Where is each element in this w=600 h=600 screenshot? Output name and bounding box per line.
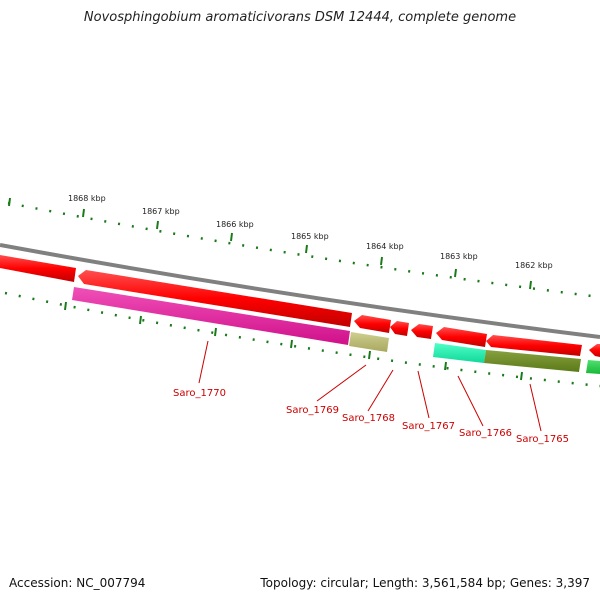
gene-label-saro-1769: Saro_1769 [286,405,339,416]
feature-green [586,360,600,374]
outer-scale-ticks [8,197,532,290]
feature-magenta [72,287,350,345]
gene-arrow-1769 [354,315,391,333]
gene-arrow-1767 [411,324,433,339]
gene-label-saro-1770: Saro_1770 [173,388,226,399]
map-title: Novosphingobium aromaticivorans DSM 1244… [83,10,517,25]
inner-scale-ticks [64,301,523,381]
scale-label-1866: 1866 kbp [216,220,254,229]
genome-summary-text: Topology: circular; Length: 3,561,584 bp… [260,576,590,590]
gene-arrow-1768 [390,321,409,336]
gene-label-saro-1766: Saro_1766 [459,428,512,439]
scale-label-1868: 1868 kbp [68,194,106,203]
gene-arrow-1766 [436,327,487,347]
scale-label-1863: 1863 kbp [440,252,478,261]
feature-khaki [349,332,389,352]
feature-olive [484,350,581,372]
accession-text: Accession: NC_007794 [9,576,146,590]
label-leaders [198,340,542,432]
feature-aqua [433,343,486,363]
scale-label-1864: 1864 kbp [366,242,404,251]
scale-label-1862: 1862 kbp [515,261,553,270]
feature-track [72,287,600,374]
genome-backbone [0,243,600,339]
gene-label-saro-1765: Saro_1765 [516,434,569,445]
gene-arrow-1770 [78,270,352,327]
inner-scale-ring [4,291,600,388]
gene-arrow-1771 [0,255,76,282]
gene-track [0,255,600,357]
gene-label-saro-1768: Saro_1768 [342,413,395,424]
scale-label-1867: 1867 kbp [142,207,180,216]
gene-arrow-1765 [486,335,582,356]
gene-arrow-1764 [589,344,600,357]
gene-label-saro-1767: Saro_1767 [402,421,455,432]
scale-label-1865: 1865 kbp [291,232,329,241]
